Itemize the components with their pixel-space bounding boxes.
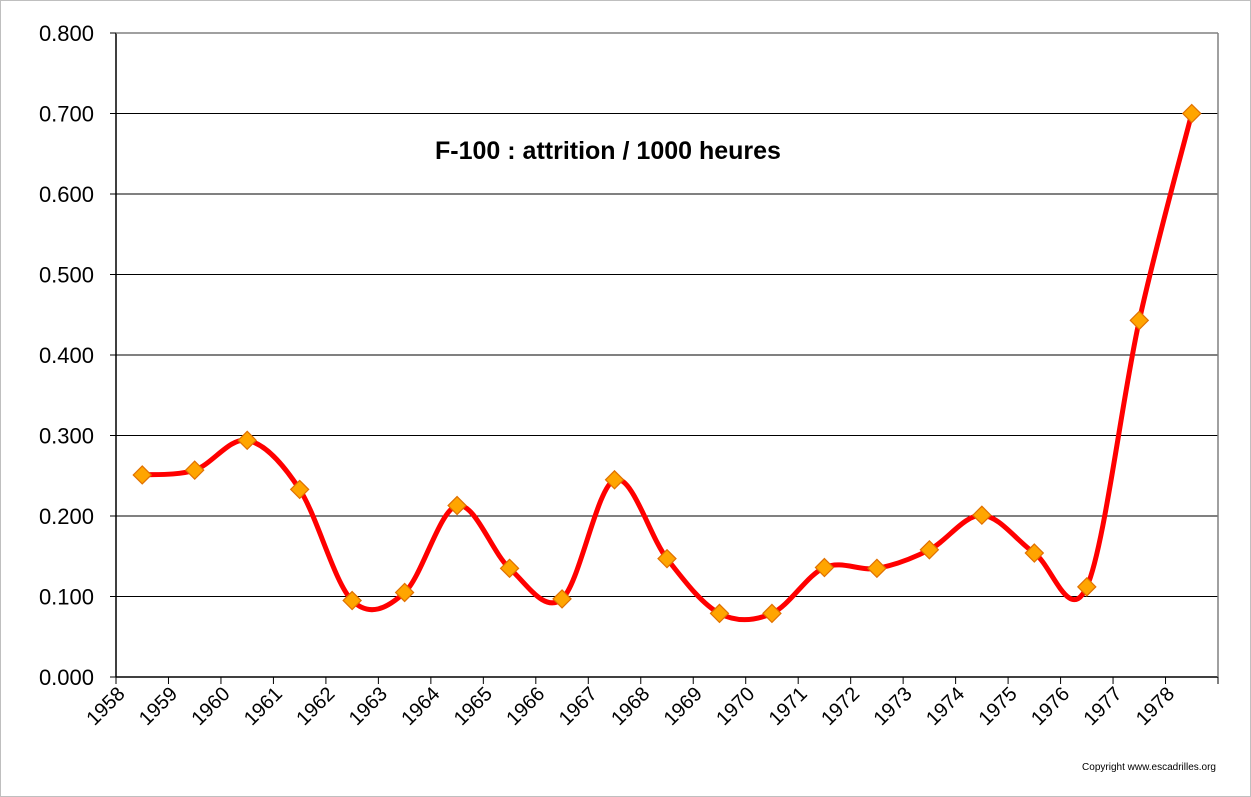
x-tick-label: 1976 — [1027, 683, 1074, 730]
data-point-marker — [1181, 103, 1202, 124]
copyright-text: Copyright www.escadrilles.org — [1082, 762, 1216, 773]
data-point-marker — [1024, 543, 1045, 563]
data-point-marker — [919, 539, 940, 560]
y-tick-label: 0.000 — [39, 665, 94, 690]
x-tick-label: 1975 — [975, 683, 1022, 730]
y-tick-label: 0.100 — [39, 585, 94, 610]
x-tick-label: 1971 — [765, 683, 812, 730]
y-tick-label: 0.200 — [39, 504, 94, 529]
x-tick-label: 1974 — [922, 683, 969, 730]
data-point-marker — [394, 582, 415, 603]
y-tick-label: 0.600 — [39, 182, 94, 207]
y-tick-label: 0.300 — [39, 424, 94, 449]
y-tick-label: 0.500 — [39, 263, 94, 288]
data-point-marker — [1076, 576, 1097, 597]
y-axis-ticks: 0.000 0.100 0.200 0.300 0.400 0.500 0.600 0.700… — [39, 21, 116, 690]
x-tick-label: 1970 — [712, 683, 759, 730]
data-point-marker — [762, 603, 782, 624]
x-tick-label: 1977 — [1080, 683, 1127, 730]
data-point-marker — [552, 589, 572, 609]
data-point-marker — [972, 505, 992, 526]
x-axis-ticks: 1958 1959 1960 1961 1962 1963 1964 1965 1966 1967… — [83, 677, 1219, 730]
x-tick-label: 1959 — [135, 683, 182, 730]
y-tick-label: 0.700 — [39, 102, 94, 127]
data-point-marker — [237, 430, 258, 451]
x-tick-label: 1968 — [607, 683, 654, 730]
data-point-marker — [709, 603, 730, 624]
x-tick-label: 1978 — [1132, 683, 1179, 730]
series-line — [139, 111, 1195, 623]
chart-title: F-100 : attrition / 1000 heures — [435, 137, 781, 165]
data-point-marker — [867, 558, 887, 579]
x-tick-label: 1960 — [187, 683, 234, 730]
x-tick-label: 1963 — [345, 683, 392, 730]
x-tick-label: 1962 — [292, 683, 339, 730]
data-point-marker — [604, 469, 625, 490]
gridlines — [116, 32, 1218, 597]
data-point-marker — [1129, 310, 1150, 331]
data-point-marker — [184, 460, 205, 480]
data-point-marker — [657, 548, 677, 569]
x-tick-label: 1966 — [502, 683, 549, 730]
data-point-marker — [342, 590, 362, 611]
data-point-marker — [499, 558, 520, 579]
data-point-marker — [132, 465, 153, 485]
data-point-marker — [447, 495, 467, 516]
x-tick-label: 1967 — [555, 683, 602, 730]
x-tick-label: 1958 — [83, 683, 130, 730]
x-tick-label: 1961 — [240, 683, 287, 730]
data-point-marker — [289, 479, 310, 500]
y-tick-label: 0.800 — [39, 21, 94, 46]
x-tick-label: 1965 — [450, 683, 497, 730]
x-tick-label: 1969 — [660, 683, 707, 730]
data-point-marker — [814, 557, 835, 578]
data-markers — [132, 103, 1202, 624]
x-tick-label: 1973 — [870, 683, 917, 730]
x-tick-label: 1972 — [817, 683, 864, 730]
y-tick-label: 0.400 — [39, 343, 94, 368]
x-tick-label: 1964 — [397, 683, 444, 730]
